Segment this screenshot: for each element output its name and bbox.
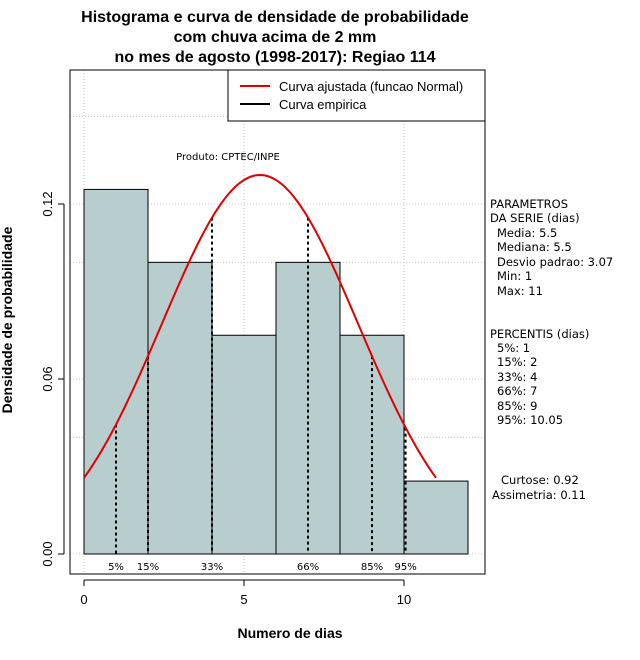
histogram-bars xyxy=(83,188,469,555)
statistics-panel: PARAMETROS DA SERIE (dias) Media: 5.5 Me… xyxy=(490,197,613,502)
x-tick-label-1: 5 xyxy=(240,592,247,607)
percentil-85: 85%: 9 xyxy=(497,399,537,413)
params-header-1: PARAMETROS xyxy=(490,197,568,211)
y-axis: 0.00 0.06 0.12 xyxy=(40,191,65,567)
assimetria-value: Assimetria: 0.11 xyxy=(492,488,586,502)
histogram-bar-1 xyxy=(147,261,213,555)
x-axis-label: Numero de dias xyxy=(237,625,342,641)
param-min: Min: 1 xyxy=(497,269,532,283)
percentile-label-0: 5% xyxy=(108,562,124,573)
title-line-2: com chuva acima de 2 mm xyxy=(174,29,377,46)
y-tick-label-1: 0.06 xyxy=(40,366,55,391)
histogram-bar-5 xyxy=(403,480,469,555)
percentile-label-3: 66% xyxy=(297,562,319,573)
histogram-bar-3 xyxy=(275,261,341,555)
legend-label-empirical: Curva empirica xyxy=(279,97,367,112)
percentil-66: 66%: 7 xyxy=(497,384,537,398)
percentile-labels: 5% 15% 33% 66% 85% 95% xyxy=(108,562,417,573)
histogram-bar-2 xyxy=(211,334,277,555)
y-tick-label-2: 0.12 xyxy=(40,191,55,216)
y-tick-label-0: 0.00 xyxy=(40,541,55,566)
histogram-bar-4 xyxy=(339,334,405,555)
percentile-label-1: 15% xyxy=(137,562,159,573)
param-media: Media: 5.5 xyxy=(497,226,557,240)
percentis-header: PERCENTIS (dias) xyxy=(490,327,589,341)
x-axis: 0 5 10 xyxy=(80,579,411,607)
percentile-label-5: 95% xyxy=(394,562,416,573)
title-line-1: Histograma e curva de densidade de proba… xyxy=(81,9,469,26)
percentile-label-4: 85% xyxy=(361,562,383,573)
param-desvio: Desvio padrao: 3.07 xyxy=(497,255,613,269)
producer-note: Produto: CPTEC/INPE xyxy=(176,152,280,163)
percentile-markers xyxy=(115,217,407,554)
param-max: Max: 11 xyxy=(497,284,543,298)
legend: Curva ajustada (funcao Normal) Curva emp… xyxy=(227,69,486,122)
legend-box xyxy=(227,69,486,122)
percentile-label-2: 33% xyxy=(201,562,223,573)
percentil-5: 5%: 1 xyxy=(497,341,530,355)
percentil-95: 95%: 10.05 xyxy=(497,413,563,427)
legend-label-normal: Curva ajustada (funcao Normal) xyxy=(279,79,463,94)
y-axis-label: Densidade de probabilidade xyxy=(0,226,15,413)
title-line-3: no mes de agosto (1998-2017): Regiao 114 xyxy=(114,49,435,66)
x-tick-label-0: 0 xyxy=(80,592,87,607)
percentil-15: 15%: 2 xyxy=(497,355,537,369)
chart-title: Histograma e curva de densidade de proba… xyxy=(81,9,469,66)
normal-fit-curve xyxy=(83,173,437,479)
x-tick-label-2: 10 xyxy=(397,592,411,607)
percentil-33: 33%: 4 xyxy=(497,370,537,384)
param-mediana: Mediana: 5.5 xyxy=(497,240,572,254)
params-header-2: DA SERIE (dias) xyxy=(490,211,580,225)
curtose-value: Curtose: 0.92 xyxy=(501,473,579,487)
